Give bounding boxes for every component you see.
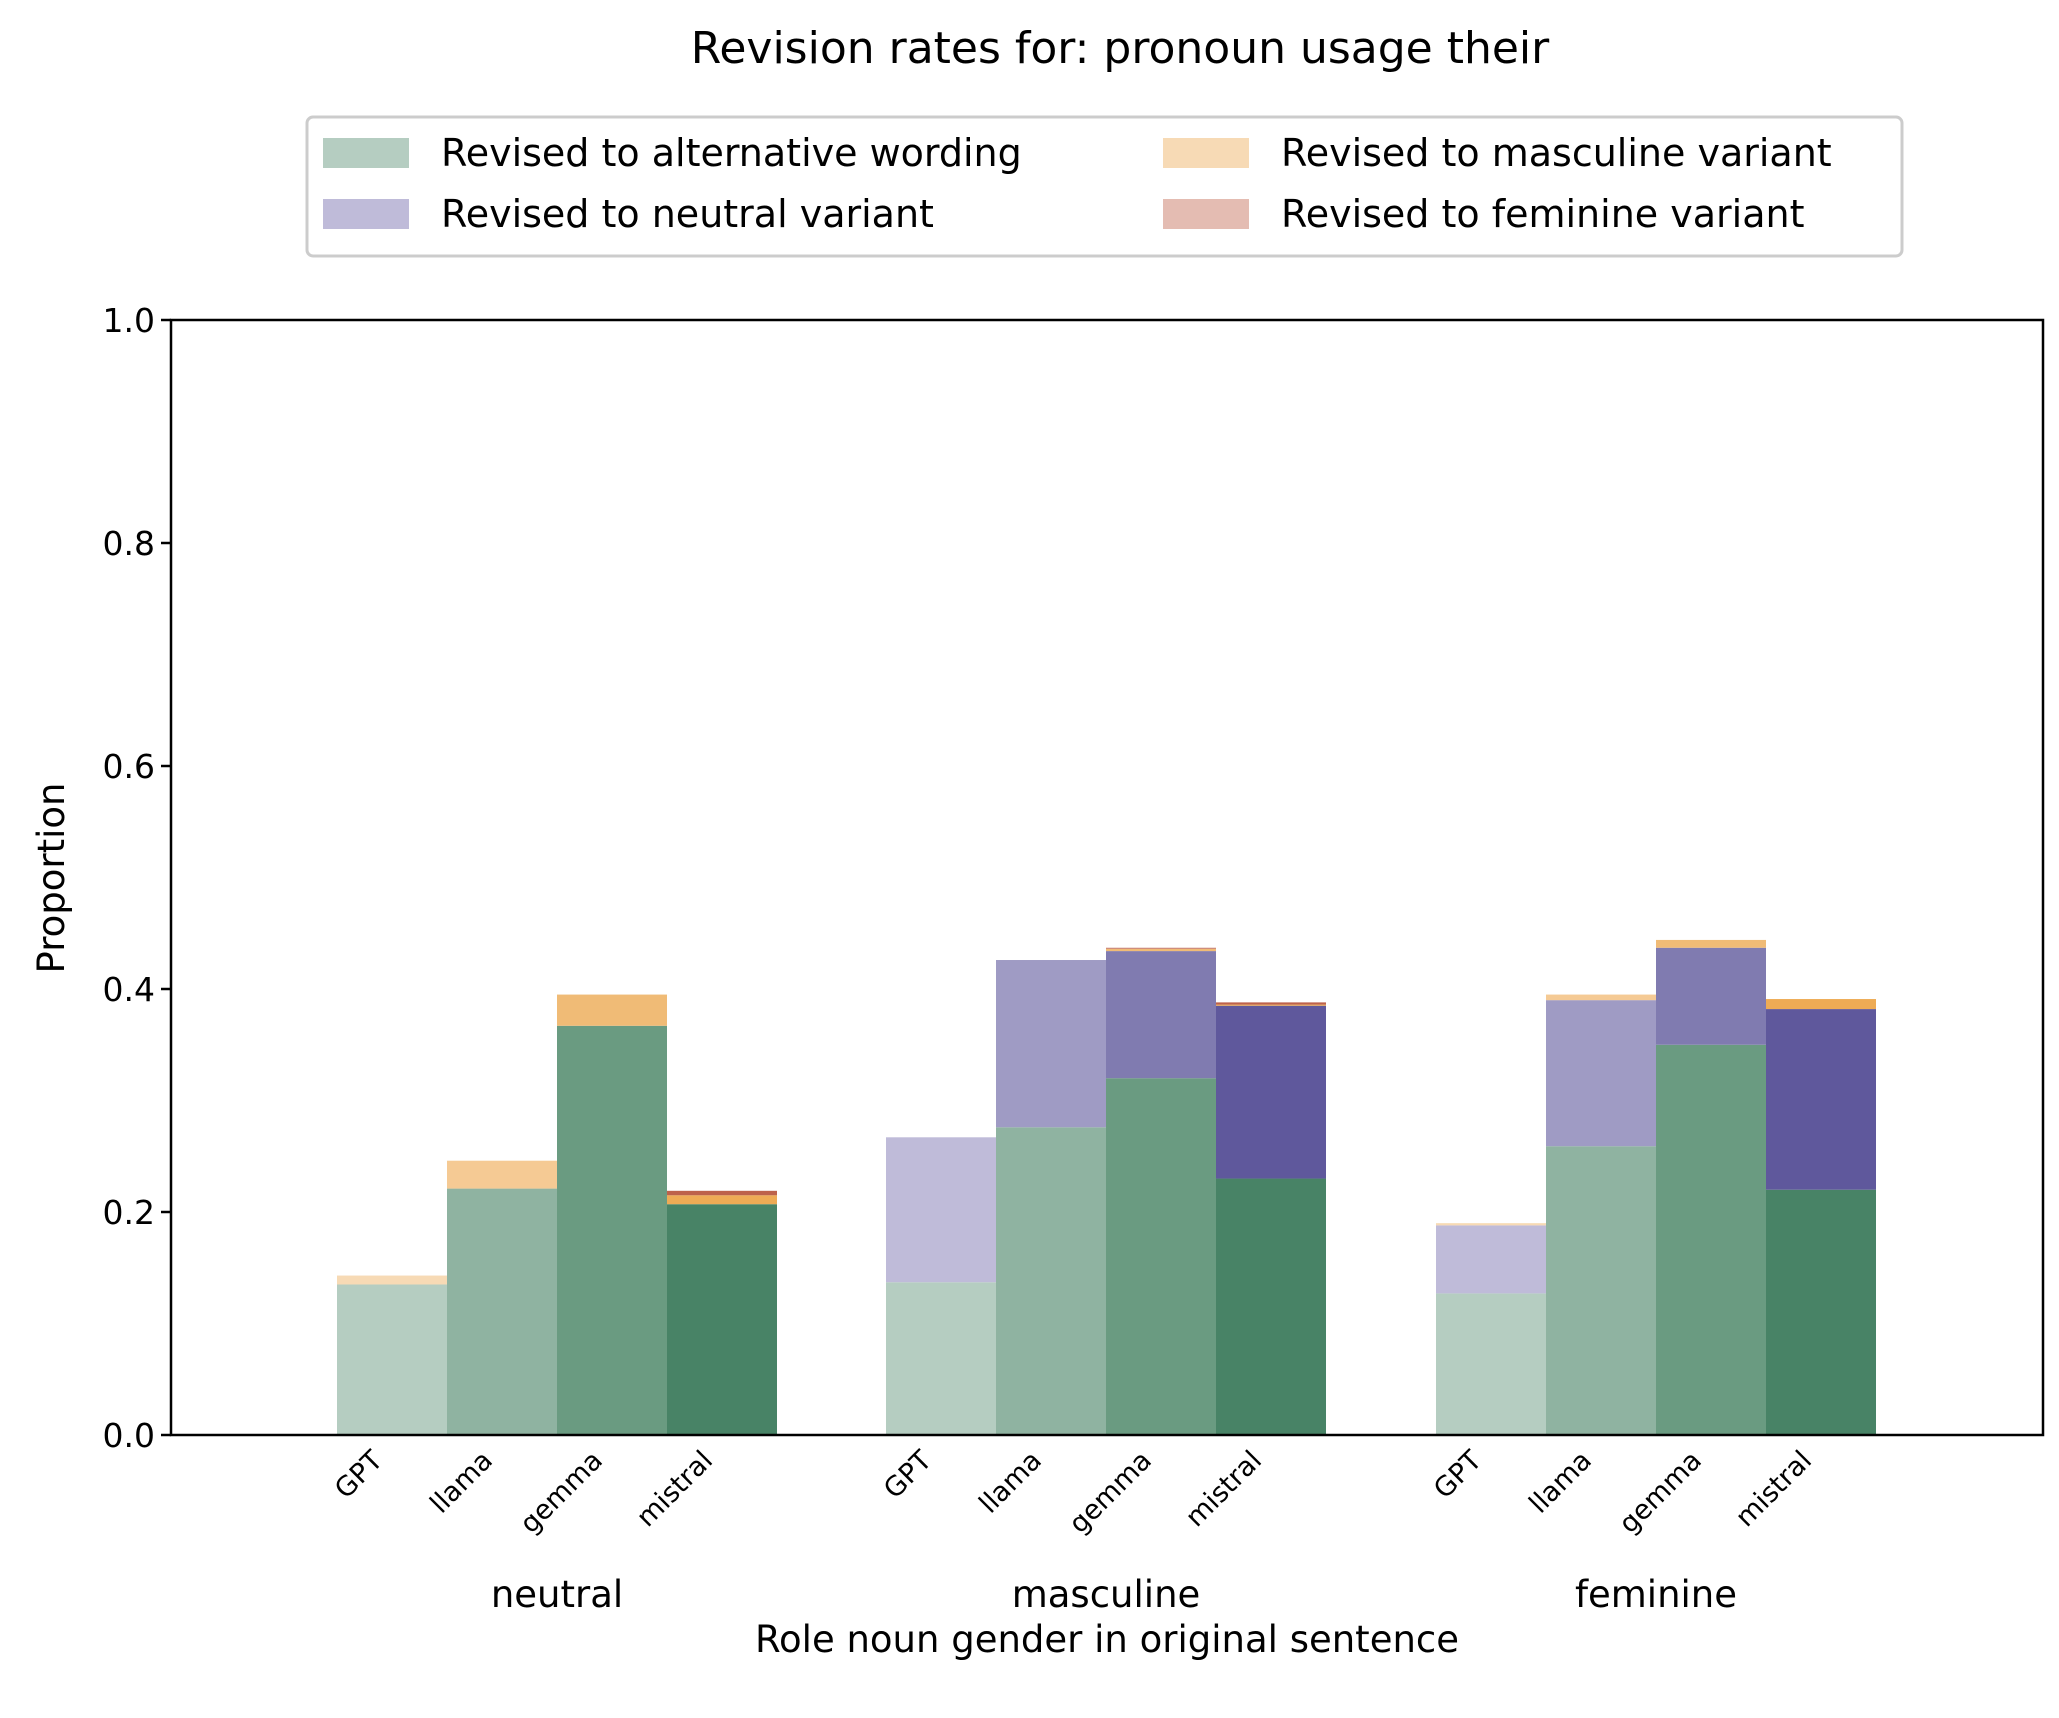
x-tick-label-llama: llama xyxy=(973,1445,1048,1520)
bar-feminine-gemma-neutral xyxy=(1656,947,1766,1045)
x-tick-label-mistral: mistral xyxy=(1180,1445,1268,1533)
bar-masculine-llama-neutral xyxy=(996,960,1106,1128)
legend-swatch-masculine xyxy=(1163,138,1249,168)
bar-feminine-gemma-alternative xyxy=(1656,1044,1766,1435)
bar-feminine-llama-neutral xyxy=(1546,1000,1656,1147)
bar-masculine-gemma-masculine xyxy=(1106,948,1216,952)
x-tick-label-gemma: gemma xyxy=(1063,1445,1158,1540)
x-tick-label-mistral: mistral xyxy=(631,1445,719,1533)
bar-neutral-llama-masculine xyxy=(447,1160,557,1189)
y-axis-label: Proportion xyxy=(30,783,73,974)
legend-swatch-alternative xyxy=(323,138,409,168)
bar-feminine-mistral-alternative xyxy=(1766,1189,1876,1435)
x-tick-label-llama: llama xyxy=(1523,1445,1598,1520)
bar-neutral-mistral-feminine xyxy=(667,1190,777,1196)
bar-neutral-mistral-alternative xyxy=(667,1204,777,1435)
y-axis: 0.0 0.2 0.4 0.6 0.8 1.0 xyxy=(103,301,171,1455)
group-label-masculine: masculine xyxy=(1012,1573,1201,1616)
x-tick-label-mistral: mistral xyxy=(1730,1445,1818,1533)
legend-label-neutral: Revised to neutral variant xyxy=(441,192,934,236)
legend-label-feminine: Revised to feminine variant xyxy=(1281,192,1804,236)
bar-masculine-gpt-alternative xyxy=(886,1282,996,1435)
bar-masculine-gemma-feminine xyxy=(1106,947,1216,949)
bar-feminine-mistral-neutral xyxy=(1766,1009,1876,1190)
y-tick-label: 0.8 xyxy=(103,524,155,563)
bar-feminine-gpt-alternative xyxy=(1436,1293,1546,1435)
bar-masculine-gemma-neutral xyxy=(1106,951,1216,1079)
legend-label-alternative: Revised to alternative wording xyxy=(441,131,1022,175)
bar-masculine-mistral-masculine xyxy=(1216,1004,1326,1006)
legend-label-masculine: Revised to masculine variant xyxy=(1281,131,1832,175)
bar-neutral-gemma-alternative xyxy=(557,1025,667,1435)
y-tick-label: 0.4 xyxy=(103,970,155,1009)
bar-feminine-gemma-masculine xyxy=(1656,939,1766,948)
legend-swatch-neutral xyxy=(323,199,409,229)
bar-masculine-mistral-alternative xyxy=(1216,1178,1326,1435)
bar-feminine-mistral-masculine xyxy=(1766,999,1876,1010)
bar-feminine-llama-alternative xyxy=(1546,1146,1656,1435)
bar-neutral-mistral-masculine xyxy=(667,1195,777,1205)
bars xyxy=(337,939,1876,1435)
group-label-neutral: neutral xyxy=(491,1573,623,1616)
legend-swatch-feminine xyxy=(1163,199,1249,229)
x-tick-label-llama: llama xyxy=(424,1445,499,1520)
bar-feminine-gpt-masculine xyxy=(1436,1223,1546,1226)
bar-masculine-mistral-neutral xyxy=(1216,1005,1326,1179)
legend: Revised to alternative wording Revised to… xyxy=(305,115,1904,258)
bar-feminine-gpt-neutral xyxy=(1436,1225,1546,1294)
legend-frame xyxy=(305,115,1904,258)
bar-masculine-mistral-feminine xyxy=(1216,1002,1326,1005)
plot-frame xyxy=(169,318,2045,1437)
x-tick-label-gpt: GPT xyxy=(329,1445,389,1505)
x-axis-label: Role noun gender in original sentence xyxy=(755,1618,1459,1661)
x-tick-label-gemma: gemma xyxy=(1613,1445,1708,1540)
bar-masculine-gemma-alternative xyxy=(1106,1078,1216,1435)
group-label-feminine: feminine xyxy=(1575,1573,1737,1616)
y-tick-label: 0.2 xyxy=(103,1193,155,1232)
bar-neutral-llama-alternative xyxy=(447,1188,557,1435)
chart-title: Revision rates for: pronoun usage their xyxy=(691,23,1550,74)
bar-masculine-gpt-neutral xyxy=(886,1137,996,1283)
y-tick-label: 1.0 xyxy=(103,301,155,340)
x-tick-label-gpt: GPT xyxy=(878,1445,938,1505)
bar-neutral-gemma-masculine xyxy=(557,994,667,1026)
bar-masculine-llama-alternative xyxy=(996,1127,1106,1435)
y-tick-label: 0.6 xyxy=(103,747,155,786)
y-tick-label: 0.0 xyxy=(103,1416,155,1455)
bar-neutral-gpt-masculine xyxy=(337,1275,447,1285)
x-tick-label-gemma: gemma xyxy=(514,1445,609,1540)
bar-neutral-gpt-alternative xyxy=(337,1284,447,1435)
bar-feminine-llama-masculine xyxy=(1546,994,1656,1001)
x-tick-label-gpt: GPT xyxy=(1428,1445,1488,1505)
